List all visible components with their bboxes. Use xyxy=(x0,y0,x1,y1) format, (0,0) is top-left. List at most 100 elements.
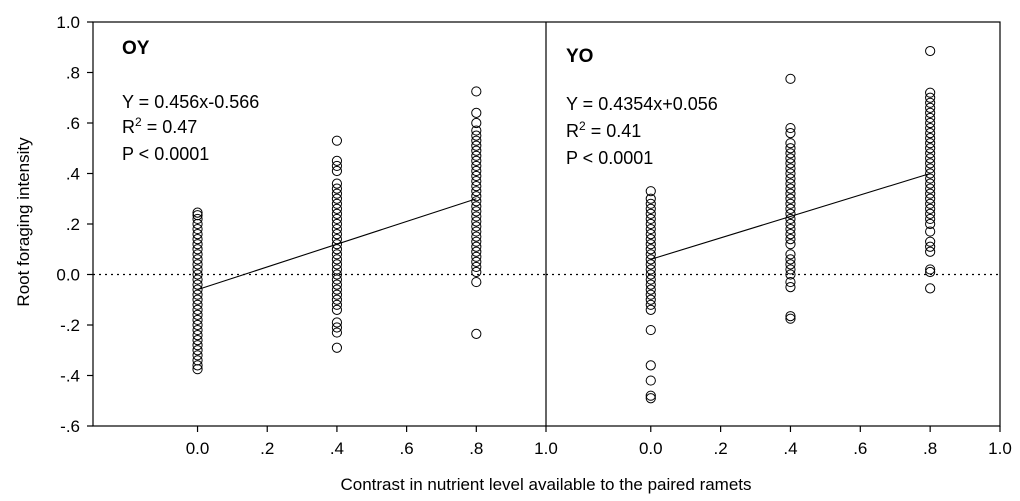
data-point xyxy=(471,201,482,212)
data-point xyxy=(925,266,936,278)
data-point xyxy=(192,254,203,265)
data-point xyxy=(785,138,796,149)
data-point xyxy=(785,183,796,194)
data-point xyxy=(471,221,482,232)
data-point xyxy=(925,107,936,119)
data-point xyxy=(331,269,343,280)
data-point xyxy=(331,304,343,315)
data-point xyxy=(925,153,936,164)
x-tick-label: .8 xyxy=(923,439,937,458)
data-point xyxy=(645,360,656,371)
data-point xyxy=(925,158,936,169)
y-tick-label: 1.0 xyxy=(56,13,80,32)
data-point xyxy=(925,92,936,103)
data-point xyxy=(645,294,656,305)
data-point xyxy=(471,261,482,273)
data-point xyxy=(331,317,343,328)
data-point xyxy=(785,229,796,240)
y-tick-label: 0.0 xyxy=(56,266,80,285)
data-point xyxy=(785,143,796,154)
data-point xyxy=(645,279,656,290)
data-point xyxy=(785,249,796,260)
data-point xyxy=(645,289,656,300)
data-point xyxy=(785,203,796,214)
data-point xyxy=(645,393,656,404)
data-point xyxy=(645,234,656,245)
data-point xyxy=(785,198,796,209)
data-point xyxy=(785,193,796,204)
x-tick-label: .4 xyxy=(783,439,797,458)
p-value-oy: P < 0.0001 xyxy=(122,144,209,164)
data-point xyxy=(192,340,203,351)
data-point xyxy=(645,213,656,225)
x-tick-label: 0.0 xyxy=(186,439,210,458)
data-point xyxy=(471,140,482,151)
data-point xyxy=(645,198,656,209)
data-point xyxy=(331,264,343,275)
p-value-yo: P < 0.0001 xyxy=(566,148,653,168)
data-point xyxy=(471,175,482,187)
data-point xyxy=(785,269,796,280)
data-point xyxy=(331,289,343,300)
data-point xyxy=(785,73,796,84)
data-point xyxy=(331,188,343,199)
data-point xyxy=(471,107,482,119)
data-point xyxy=(192,335,203,346)
data-point xyxy=(645,274,656,285)
data-point xyxy=(785,282,796,293)
y-tick-label: .4 xyxy=(66,165,80,184)
data-point xyxy=(645,264,656,275)
data-point xyxy=(331,254,343,265)
data-point xyxy=(192,314,203,326)
data-point xyxy=(471,246,482,257)
data-point xyxy=(785,239,796,250)
y-tick-label: -.2 xyxy=(60,316,80,335)
data-point xyxy=(645,223,656,235)
x-tick-label: .2 xyxy=(714,439,728,458)
data-point xyxy=(925,102,936,113)
data-point xyxy=(785,153,796,164)
r-squared-symbol-yo: R xyxy=(566,121,579,141)
x-axis-left: 0.0 .2 .4 .6 .8 1.0 xyxy=(186,426,558,458)
data-point xyxy=(925,226,936,237)
data-point xyxy=(785,148,796,159)
data-point xyxy=(192,244,203,255)
regression-line-oy xyxy=(197,198,477,291)
data-point xyxy=(192,274,203,285)
data-point xyxy=(645,269,656,280)
data-point xyxy=(925,148,936,159)
data-point xyxy=(785,122,796,134)
data-point xyxy=(785,276,796,288)
data-point xyxy=(471,196,482,207)
data-point xyxy=(925,193,936,204)
regression-line-yo xyxy=(650,172,931,260)
data-point xyxy=(331,342,343,353)
data-point xyxy=(925,122,936,134)
data-point xyxy=(471,135,482,146)
data-point xyxy=(645,218,656,230)
data-point xyxy=(785,163,796,174)
data-point xyxy=(785,168,796,179)
data-point xyxy=(471,170,482,182)
data-point xyxy=(925,112,936,124)
data-point xyxy=(925,133,936,144)
data-point xyxy=(192,234,203,245)
data-point xyxy=(645,390,656,401)
data-point xyxy=(331,183,343,194)
data-point xyxy=(192,223,203,235)
data-point xyxy=(785,188,796,199)
data-point xyxy=(925,97,936,108)
data-point xyxy=(331,294,343,305)
data-point xyxy=(331,274,343,285)
data-point xyxy=(785,311,796,322)
y-tick-label: -.6 xyxy=(60,417,80,436)
data-point xyxy=(471,130,482,141)
y-axis: 1.0 .8 .6 .4 .2 0.0 -.2 -.4 -.6 xyxy=(56,13,93,436)
data-point xyxy=(645,284,656,295)
equation-yo: Y = 0.4354x+0.056 xyxy=(566,94,718,114)
data-point xyxy=(785,254,796,265)
data-point xyxy=(471,150,482,161)
x-tick-label: .4 xyxy=(330,439,344,458)
r-squared-exponent-oy: 2 xyxy=(135,115,142,129)
